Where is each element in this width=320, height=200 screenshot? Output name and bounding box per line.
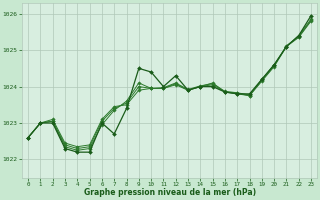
X-axis label: Graphe pression niveau de la mer (hPa): Graphe pression niveau de la mer (hPa) xyxy=(84,188,256,197)
